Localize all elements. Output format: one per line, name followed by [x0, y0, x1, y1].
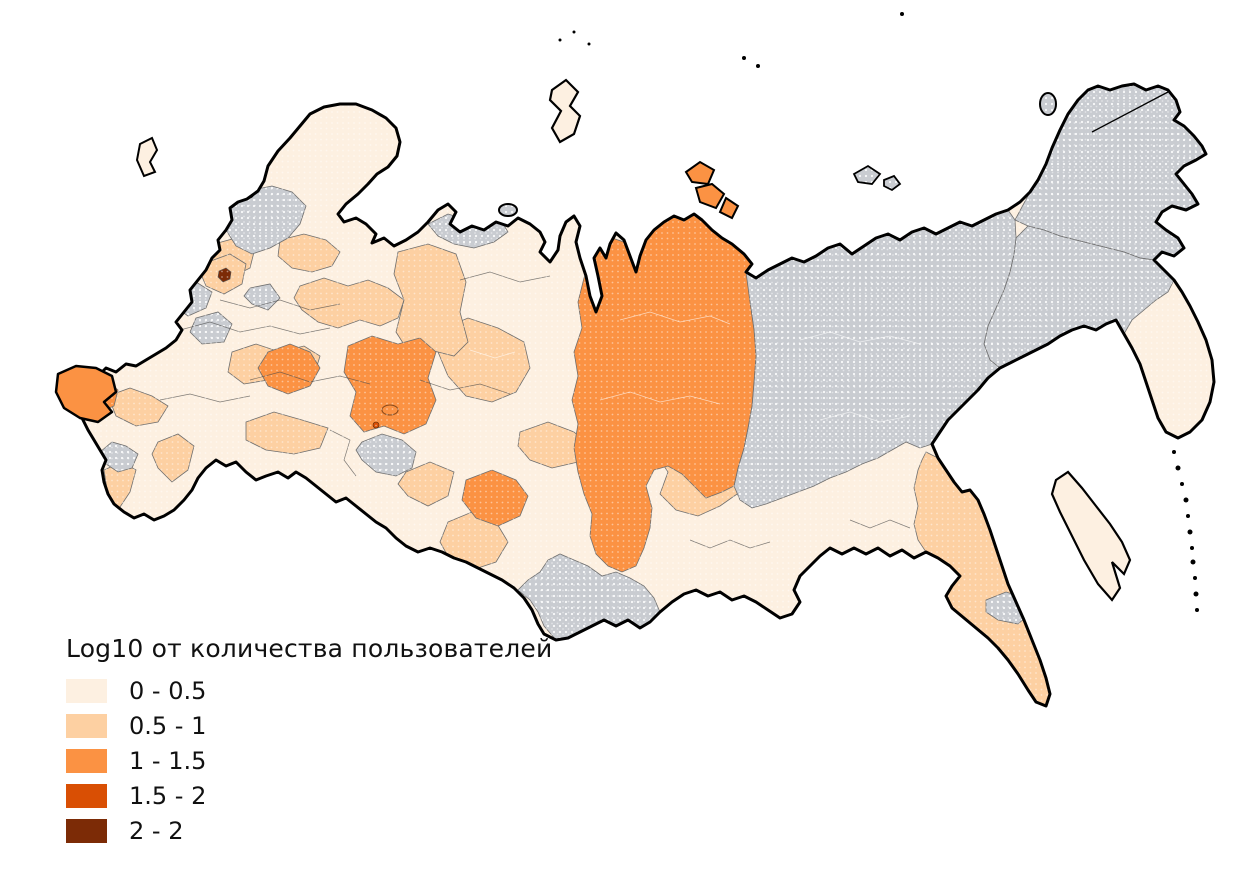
legend-item: 0.5 - 1	[66, 712, 552, 740]
legend-label: 0 - 0.5	[129, 677, 207, 705]
legend-swatch-c4	[66, 784, 107, 808]
islands-severnaya-zemlya	[684, 160, 740, 220]
legend-swatch-c2	[66, 714, 107, 738]
legend: Log10 от количества пользователей 0 - 0.…	[66, 634, 552, 854]
legend-item: 2 - 2	[66, 817, 552, 845]
legend-swatch-c5	[66, 819, 107, 843]
legend-swatch-c1	[66, 679, 107, 703]
legend-item: 1 - 1.5	[66, 747, 552, 775]
legend-item: 1.5 - 2	[66, 782, 552, 810]
legend-label: 1.5 - 2	[129, 782, 207, 810]
islands-kuril-chain	[1172, 450, 1199, 612]
island-wrangel	[1039, 92, 1057, 116]
legend-label: 2 - 2	[129, 817, 184, 845]
legend-label: 0.5 - 1	[129, 712, 207, 740]
region-kaliningrad	[54, 364, 118, 424]
legend-title: Log10 от количества пользователей	[66, 634, 553, 663]
island-kolguyev	[498, 203, 518, 217]
island-sakhalin	[1050, 470, 1132, 602]
island-baltic	[135, 136, 159, 178]
legend-swatch-c3	[66, 749, 107, 773]
islands-new-siberian	[852, 164, 902, 192]
islands-arctic-specks	[558, 12, 904, 68]
island-novaya-zemlya	[548, 78, 582, 144]
meridian-180-border	[1091, 91, 1169, 133]
legend-item: 0 - 0.5	[66, 677, 552, 705]
legend-label: 1 - 1.5	[129, 747, 207, 775]
